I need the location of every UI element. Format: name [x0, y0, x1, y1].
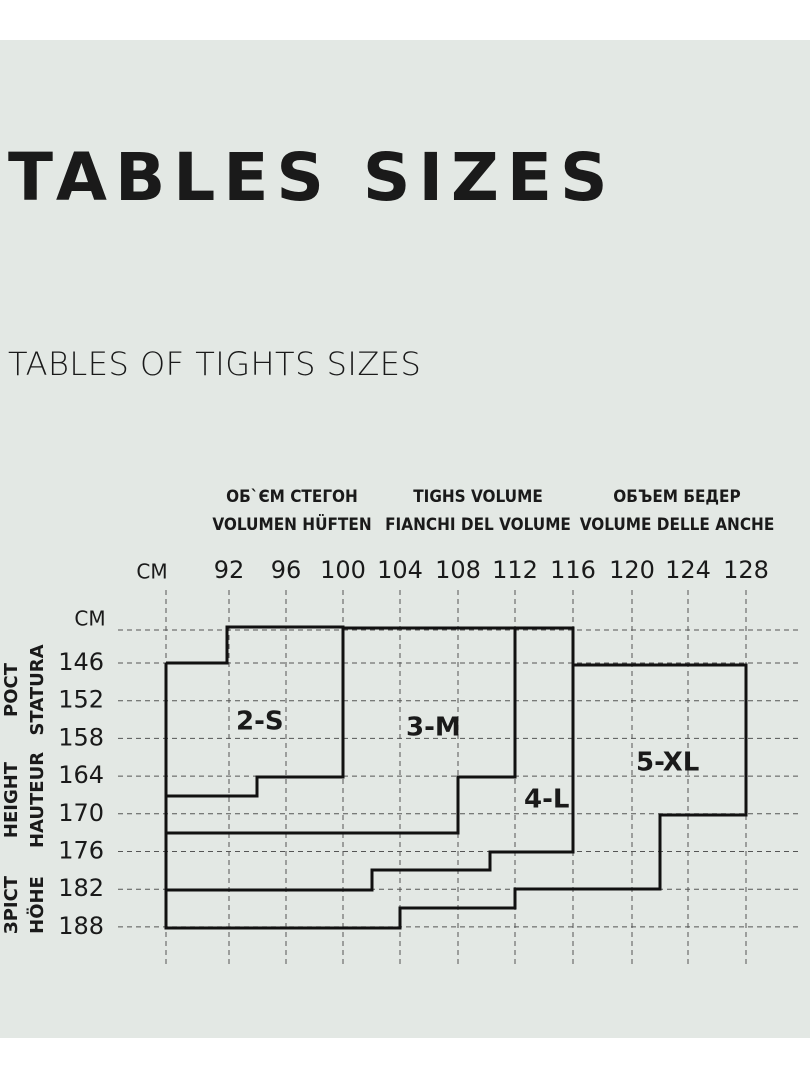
y-tick-label: 170	[58, 799, 104, 827]
region-2s	[166, 625, 345, 798]
size-label: 5-XL	[636, 748, 699, 778]
column-header: TIGHS VOLUME	[413, 487, 543, 507]
row-header: HÖHE	[26, 876, 48, 934]
background	[0, 40, 810, 1038]
column-header: FIANCHI DEL VOLUME	[385, 515, 571, 535]
y-tick-label: 152	[58, 686, 104, 714]
x-tick-label: 108	[435, 556, 481, 584]
x-tick-label: 112	[492, 556, 538, 584]
column-header: ОБЪЕМ БЕДЕР	[613, 487, 740, 507]
row-header: HAUTEUR	[27, 752, 48, 848]
x-tick-label: 96	[271, 556, 302, 584]
row-header: STATURA	[27, 644, 48, 735]
y-tick-label: 182	[58, 874, 104, 902]
region-3m	[166, 626, 517, 835]
size-label: 2-S	[236, 707, 284, 737]
y-tick-label: 158	[58, 723, 104, 751]
y-tick-label: 164	[58, 761, 104, 789]
size-regions	[164, 625, 748, 930]
region-5xl	[164, 663, 748, 930]
x-tick-label: 120	[609, 556, 655, 584]
x-tick-label: 124	[665, 556, 711, 584]
column-header: VOLUME DELLE ANCHE	[580, 515, 775, 535]
y-tick-label: 146	[58, 648, 104, 676]
y-tick-label: 176	[58, 837, 104, 865]
x-unit: CM	[136, 560, 167, 584]
title: TABLES SIZES	[8, 139, 616, 216]
column-header: ОБ`ЄМ СТЕГОН	[226, 487, 358, 507]
x-tick-label: 100	[320, 556, 366, 584]
row-header: РОСТ	[1, 662, 22, 717]
row-header: HEIGHT	[1, 761, 22, 838]
column-header: VOLUMEN HÜFTEN	[212, 513, 371, 535]
size-label: 3-M	[406, 713, 461, 743]
y-tick-label: 188	[58, 912, 104, 940]
subtitle: TABLES OF TIGHTS SIZES	[8, 345, 421, 383]
x-tick-label: 92	[214, 556, 245, 584]
x-tick-label: 128	[723, 556, 769, 584]
x-tick-label: 116	[550, 556, 596, 584]
x-tick-label: 104	[377, 556, 423, 584]
row-header: ЗРІСТ	[1, 875, 22, 934]
y-unit: CM	[74, 607, 105, 631]
size-label: 4-L	[524, 785, 569, 815]
